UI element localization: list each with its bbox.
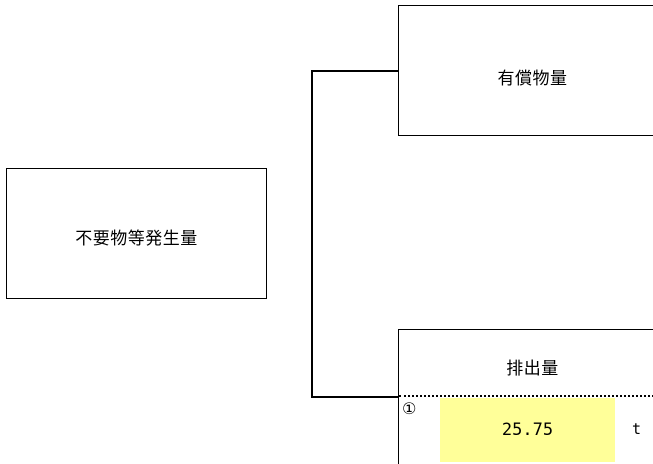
valuable-materials-box: 有償物量 (398, 5, 653, 136)
valuable-materials-label: 有償物量 (497, 69, 568, 89)
discharge-amount-box: 排出量 ① 25.75 t (398, 329, 653, 464)
connector-to-valuable (311, 70, 399, 72)
connector-vertical (311, 70, 313, 398)
unit-label: t (632, 420, 642, 438)
connector-to-discharge (311, 396, 399, 398)
discharge-value-cell[interactable]: 25.75 (440, 398, 615, 462)
waste-generation-label: 不要物等発生量 (75, 229, 198, 249)
dotted-separator (399, 395, 653, 397)
discharge-amount-label: 排出量 (506, 359, 559, 379)
waste-generation-box: 不要物等発生量 (6, 168, 267, 299)
circled-number-marker: ① (402, 399, 417, 418)
